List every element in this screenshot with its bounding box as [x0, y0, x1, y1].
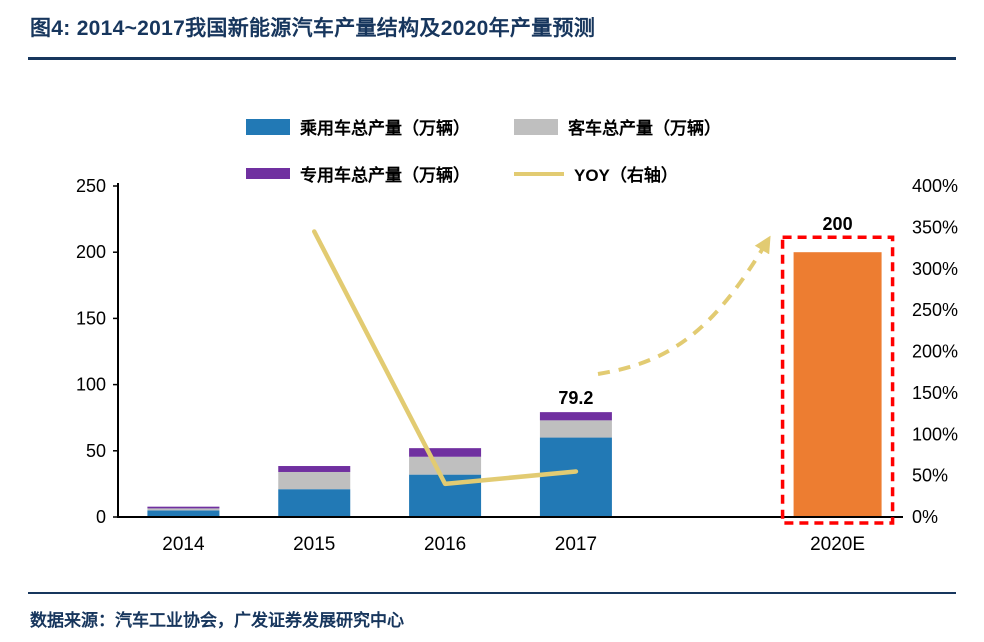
- figure-title: 图4: 2014~2017我国新能源汽车产量结构及2020年产量预测: [30, 17, 596, 40]
- bar-segment-2014: [147, 508, 220, 511]
- footer-divider: [28, 592, 956, 594]
- right-axis-tick-label: 350%: [912, 217, 958, 237]
- bar-segment-2016: [409, 456, 482, 475]
- bar-segment-2017: [539, 420, 612, 438]
- chart-legend: 乘用车总产量（万辆） 客车总产量（万辆） 专用车总产量（万辆） YOY（右轴）: [246, 114, 721, 186]
- left-axis-tick-label: 250: [76, 176, 106, 196]
- legend-label-yoy: YOY（右轴）: [574, 166, 678, 185]
- legend-item-special: 专用车总产量（万辆）: [246, 161, 514, 186]
- bar-segment-2017: [539, 412, 612, 421]
- forecast-bar: [793, 252, 882, 517]
- right-axis-tick-label: 0%: [912, 507, 938, 527]
- forecast-highlight-box: [780, 235, 895, 525]
- right-axis-tick-label: 200%: [912, 342, 958, 362]
- left-axis-tick-label: 100: [76, 375, 106, 395]
- yoy-line: [312, 229, 579, 487]
- legend-label-bus: 客车总产量（万辆）: [568, 119, 721, 138]
- bar-segment-2014: [147, 506, 220, 509]
- right-axis-tick-label: 400%: [912, 176, 958, 196]
- forecast-value-label: 200: [823, 214, 853, 234]
- x-axis-label-2017: 2017: [555, 534, 597, 555]
- legend-item-yoy: YOY（右轴）: [514, 161, 721, 186]
- special-series-swatch-icon: [246, 168, 290, 179]
- bus-series-swatch-icon: [514, 118, 558, 135]
- trend-arrow: [597, 235, 771, 376]
- x-axis-label-2014: 2014: [162, 534, 205, 555]
- right-axis-tick-label: 300%: [912, 259, 958, 279]
- bar-segment-2015: [278, 466, 351, 472]
- passenger-series-swatch-icon: [246, 118, 290, 135]
- bar-segment-2014: [147, 510, 220, 517]
- legend-label-special: 专用车总产量（万辆）: [300, 166, 470, 185]
- left-axis-tick-label: 200: [76, 242, 106, 262]
- right-axis-tick-label: 50%: [912, 466, 948, 486]
- bar-value-label-2017: 79.2: [558, 388, 593, 408]
- yoy-line-swatch-icon: [514, 171, 564, 176]
- legend-item-bus: 客车总产量（万辆）: [514, 114, 721, 139]
- bar-segment-2015: [278, 471, 351, 490]
- bar-segment-2016: [409, 448, 482, 457]
- x-axis-label-2020E: 2020E: [810, 534, 865, 555]
- legend-label-passenger: 乘用车总产量（万辆）: [300, 119, 470, 138]
- title-divider: [28, 57, 956, 60]
- right-axis-tick-label: 100%: [912, 424, 958, 444]
- x-axis-label-2016: 2016: [424, 534, 466, 555]
- x-axis-label-2015: 2015: [293, 534, 335, 555]
- left-axis-tick-label: 50: [86, 441, 106, 461]
- bar-segment-2015: [278, 489, 351, 517]
- left-axis-tick-label: 0: [96, 507, 106, 527]
- data-source-note: 数据来源：汽车工业协会，广发证券发展研究中心: [30, 611, 404, 630]
- bar-segment-2017: [539, 437, 612, 517]
- right-axis-tick-label: 250%: [912, 300, 958, 320]
- legend-item-passenger: 乘用车总产量（万辆）: [246, 114, 514, 139]
- left-axis-tick-label: 150: [76, 308, 106, 328]
- right-axis-tick-label: 150%: [912, 383, 958, 403]
